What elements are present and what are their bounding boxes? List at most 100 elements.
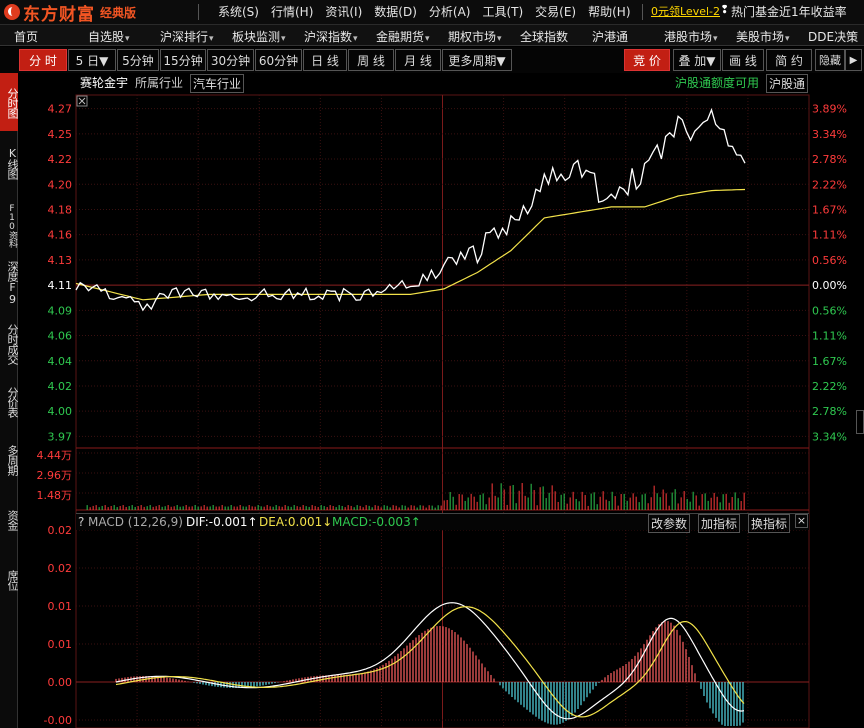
period-month[interactable]: 月 线 — [395, 49, 441, 71]
auction-button[interactable]: 竞 价 — [624, 49, 670, 71]
period-60min[interactable]: 60分钟 — [255, 49, 302, 71]
period-day[interactable]: 日 线 — [303, 49, 347, 71]
tab-capital[interactable]: 资金 — [6, 510, 19, 530]
price-tick-label: 4.09 — [48, 304, 73, 317]
nav-hk-connect[interactable]: 沪港通 — [592, 28, 628, 45]
price-tick-label: 4.04 — [48, 355, 73, 368]
nav-hk-market[interactable]: 港股市场▾ — [664, 28, 718, 45]
menu-news[interactable]: 资讯(I) — [325, 5, 363, 19]
market-nav: 首页 自选股▾ 沪深排行▾ 板块监测▾ 沪深指数▾ 金融期货▾ 期权市场▾ 全球… — [0, 25, 864, 46]
dea-line — [115, 606, 745, 718]
pct-tick-label: 1.67% — [812, 355, 847, 368]
dropdown-arrow-icon: ▾ — [497, 34, 502, 44]
add-indicator-button[interactable]: 加指标 — [698, 514, 741, 533]
period-week[interactable]: 周 线 — [348, 49, 394, 71]
tab-intraday-chart[interactable]: 分时图 — [0, 73, 19, 131]
help-icon[interactable]: ? — [78, 515, 85, 529]
macd-tick-label: 0.02 — [48, 562, 73, 575]
news-ticker[interactable]: 热门基金近1年收益率 — [731, 5, 847, 19]
nav-dde[interactable]: DDE决策 — [808, 28, 858, 45]
close-indicator-icon[interactable]: × — [795, 514, 808, 528]
change-indicator-button[interactable]: 换指标 — [748, 514, 791, 533]
macd-tick-label: 0.01 — [48, 638, 73, 651]
chart-axes: 4.27 3.89% 4.25 3.34% 4.22 2.78% 4.20 2.22% 4.18… — [37, 103, 847, 727]
nav-label: 首页 — [14, 30, 39, 44]
volume-bars — [86, 483, 745, 510]
period-intraday[interactable]: 分 时 — [19, 49, 67, 71]
nav-label: 沪深指数 — [304, 30, 353, 44]
period-more[interactable]: 更多周期▼ — [442, 49, 512, 71]
dropdown-arrow-icon: ▾ — [425, 34, 430, 44]
menu-analysis[interactable]: 分析(A) — [428, 5, 471, 19]
tab-seats[interactable]: 席位 — [6, 570, 19, 590]
edit-params-button[interactable]: 改参数 — [648, 514, 691, 533]
nav-global-index[interactable]: 全球指数 — [520, 28, 568, 45]
nav-fin-futures[interactable]: 金融期货▾ — [376, 28, 430, 45]
tab-k-line[interactable]: K线图 — [6, 147, 19, 179]
macd-title: MACD (12,26,9) — [88, 515, 183, 529]
app-logo: 东方财富 经典版 — [4, 2, 136, 25]
pct-tick-label: 2.22% — [812, 380, 847, 393]
bulb-icon: ❢ — [720, 3, 730, 16]
nav-home[interactable]: 首页 — [14, 28, 38, 45]
period-5min[interactable]: 5分钟 — [117, 49, 159, 71]
logo-icon — [4, 4, 20, 20]
collapse-right-icon[interactable]: ▶ — [845, 49, 862, 71]
nav-sh-sz-index[interactable]: 沪深指数▾ — [304, 28, 358, 45]
menu-help[interactable]: 帮助(H) — [588, 5, 631, 19]
menu-quotes[interactable]: 行情(H) — [270, 5, 314, 19]
stock-header: 赛轮金宇 所属行业 汽车行业 沪股通额度可用 沪股通 — [76, 73, 809, 93]
period-30min[interactable]: 30分钟 — [207, 49, 254, 71]
level2-link[interactable]: 0元领Level-2 — [651, 5, 721, 18]
macd-chart — [115, 602, 745, 726]
tab-tick-trades[interactable]: 分时成交 — [6, 324, 19, 364]
nav-sh-sz-rank[interactable]: 沪深排行▾ — [160, 28, 214, 45]
simple-mode-button[interactable]: 简 约 — [766, 49, 812, 71]
draw-line-button[interactable]: 画 线 — [722, 49, 764, 71]
hgt-quota-status: 沪股通额度可用 — [675, 76, 760, 90]
nav-label: 自选股 — [88, 30, 125, 44]
tab-f10[interactable]: F10资料 — [7, 203, 17, 247]
tab-depth-f9[interactable]: 深度F9 — [6, 261, 19, 305]
hide-button[interactable]: 隐藏 — [815, 49, 845, 71]
pct-tick-label: 1.11% — [812, 330, 847, 343]
price-tick-label: 4.06 — [48, 330, 73, 343]
tab-price-table[interactable]: 分价表 — [6, 387, 19, 417]
pct-tick-label: 0.56% — [812, 254, 847, 267]
nav-watchlist[interactable]: 自选股▾ — [88, 28, 130, 45]
menu-system[interactable]: 系统(S) — [218, 5, 259, 19]
nav-sector-monitor[interactable]: 板块监测▾ — [232, 28, 286, 45]
nav-label: DDE决策 — [808, 30, 859, 44]
nav-options[interactable]: 期权市场▾ — [448, 28, 502, 45]
industry-tag[interactable]: 汽车行业 — [190, 74, 245, 93]
pct-tick-label: 3.34% — [812, 128, 847, 141]
dropdown-arrow-icon: ▾ — [281, 34, 286, 44]
menu-tools[interactable]: 工具(T) — [482, 5, 524, 19]
price-tick-label: 4.22 — [48, 153, 73, 166]
period-5day[interactable]: 5 日▼ — [68, 49, 116, 71]
price-line — [75, 107, 746, 312]
menu-trade[interactable]: 交易(E) — [535, 5, 577, 19]
tab-multi-period[interactable]: 多周期 — [6, 445, 19, 475]
dea-value: DEA:0.001↓ — [259, 515, 333, 529]
volume-tick-label: 1.48万 — [37, 489, 73, 502]
price-tick-label: 4.27 — [48, 103, 73, 116]
hgt-tag[interactable]: 沪股通 — [766, 74, 809, 93]
period-15min[interactable]: 15分钟 — [160, 49, 206, 71]
dif-line — [115, 602, 745, 720]
dropdown-arrow-icon: ▾ — [785, 34, 790, 44]
overlay-button[interactable]: 叠 加▼ — [673, 49, 721, 71]
close-icon — [76, 95, 88, 107]
right-scroll-strip[interactable] — [856, 410, 864, 434]
macd-value: MACD:-0.003↑ — [332, 515, 421, 529]
price-tick-label: 4.20 — [48, 178, 73, 191]
divider — [642, 4, 643, 20]
price-tick-label: 4.13 — [48, 254, 73, 267]
nav-us-market[interactable]: 美股市场▾ — [736, 28, 790, 45]
pct-tick-label: 1.67% — [812, 203, 847, 216]
nav-label: 期权市场 — [448, 30, 497, 44]
menu-data[interactable]: 数据(D) — [374, 5, 417, 19]
macd-tick-label: 0.00 — [48, 676, 73, 689]
